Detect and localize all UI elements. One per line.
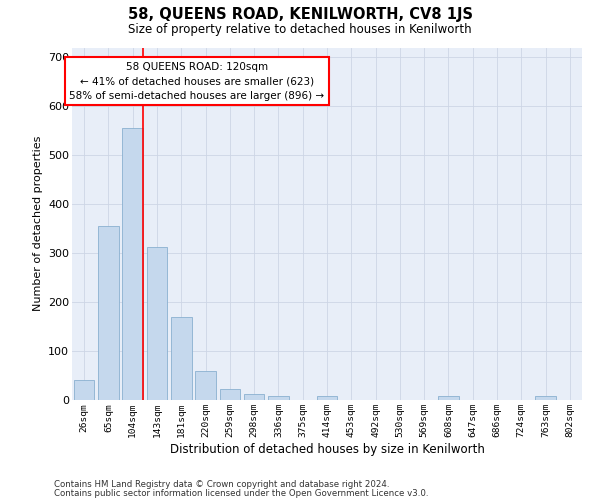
- Bar: [195, 370, 216, 400]
- Bar: [146, 247, 167, 400]
- Bar: [535, 396, 556, 400]
- Bar: [268, 396, 289, 400]
- Text: Contains public sector information licensed under the Open Government Licence v3: Contains public sector information licen…: [54, 488, 428, 498]
- Y-axis label: Number of detached properties: Number of detached properties: [32, 136, 43, 312]
- Bar: [122, 128, 143, 400]
- Bar: [74, 380, 94, 400]
- Bar: [438, 396, 459, 400]
- Bar: [98, 226, 119, 400]
- Text: Contains HM Land Registry data © Crown copyright and database right 2024.: Contains HM Land Registry data © Crown c…: [54, 480, 389, 489]
- X-axis label: Distribution of detached houses by size in Kenilworth: Distribution of detached houses by size …: [170, 443, 484, 456]
- Bar: [220, 388, 240, 400]
- Bar: [244, 394, 265, 400]
- Text: 58, QUEENS ROAD, KENILWORTH, CV8 1JS: 58, QUEENS ROAD, KENILWORTH, CV8 1JS: [128, 8, 473, 22]
- Bar: [171, 317, 191, 400]
- Text: Size of property relative to detached houses in Kenilworth: Size of property relative to detached ho…: [128, 22, 472, 36]
- Bar: [317, 396, 337, 400]
- Text: 58 QUEENS ROAD: 120sqm
← 41% of detached houses are smaller (623)
58% of semi-de: 58 QUEENS ROAD: 120sqm ← 41% of detached…: [70, 62, 325, 101]
